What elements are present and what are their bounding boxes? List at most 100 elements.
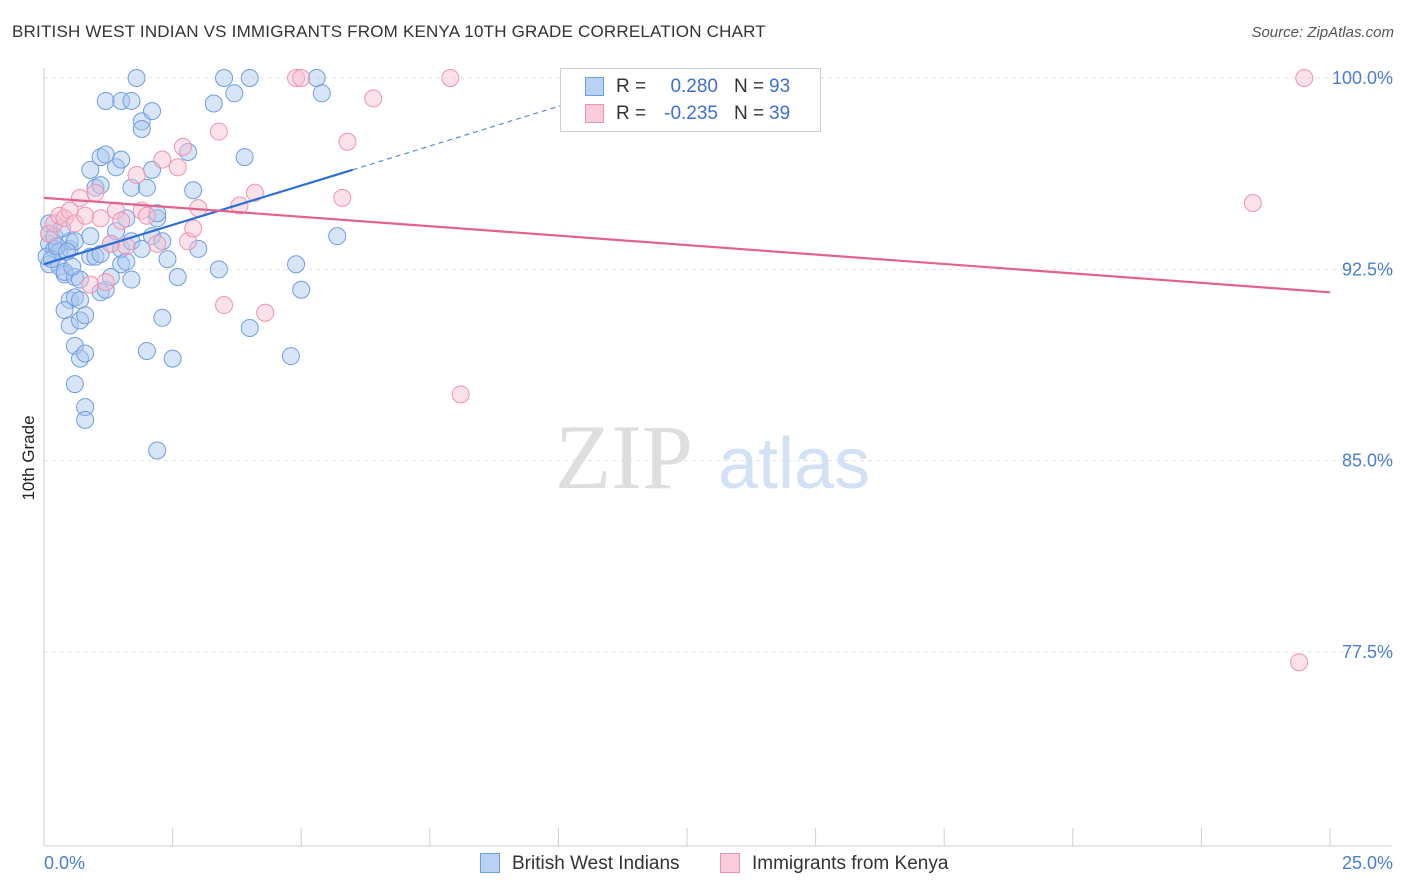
legend-swatch-pink bbox=[720, 853, 740, 873]
data-point-blue bbox=[209, 260, 228, 279]
data-point-blue bbox=[76, 306, 95, 325]
data-point-blue bbox=[60, 316, 79, 335]
data-point-blue bbox=[328, 227, 347, 246]
chart-title: BRITISH WEST INDIAN VS IMMIGRANTS FROM K… bbox=[12, 22, 766, 41]
data-point-pink bbox=[40, 224, 59, 243]
legend-r-value: -0.235 bbox=[664, 103, 718, 124]
data-point-blue bbox=[137, 341, 156, 360]
trendline-blue bbox=[43, 168, 353, 266]
data-point-blue bbox=[292, 280, 311, 299]
series-immigrants-from-kenya bbox=[40, 69, 1314, 672]
data-point-pink bbox=[245, 183, 264, 202]
data-point-blue bbox=[101, 267, 120, 286]
data-point-blue bbox=[112, 255, 131, 274]
data-point-pink bbox=[215, 296, 234, 315]
source-label: Source: ZipAtlas.com bbox=[1251, 24, 1394, 41]
legend-n-value: 39 bbox=[769, 103, 791, 124]
data-point-pink bbox=[168, 158, 187, 177]
data-point-blue bbox=[60, 290, 79, 309]
data-point-pink bbox=[65, 214, 84, 233]
watermark: ZIP atlas bbox=[555, 406, 870, 508]
data-point-pink bbox=[364, 89, 383, 108]
data-point-blue bbox=[163, 349, 182, 368]
data-point-blue bbox=[81, 160, 100, 179]
axes bbox=[43, 68, 1392, 847]
data-point-pink bbox=[112, 211, 131, 230]
data-point-pink bbox=[50, 206, 69, 225]
data-point-blue bbox=[168, 267, 187, 286]
data-point-blue bbox=[65, 375, 84, 394]
data-point-blue bbox=[184, 181, 203, 200]
legend-r-value: 0.280 bbox=[670, 76, 718, 97]
legend-label: British West Indians bbox=[512, 853, 680, 874]
legend-swatch-blue bbox=[480, 853, 500, 873]
trendline-blue-extension bbox=[352, 97, 585, 171]
data-point-pink bbox=[333, 188, 352, 207]
data-point-pink bbox=[91, 209, 110, 228]
data-point-blue bbox=[287, 255, 306, 274]
data-point-blue bbox=[112, 150, 131, 169]
trendlines bbox=[43, 97, 1331, 294]
legend-n-label: N = bbox=[734, 76, 765, 97]
tick-labels: 77.5% 85.0% 92.5% 100.0% 0.0% 25.0% bbox=[44, 68, 1393, 873]
data-point-blue bbox=[158, 250, 177, 269]
data-point-blue bbox=[65, 288, 84, 307]
legend-row-pink: R = -0.235 N = 39 bbox=[561, 101, 820, 127]
data-point-pink bbox=[292, 69, 311, 87]
y-tick-label: 85.0% bbox=[1342, 451, 1393, 471]
data-point-blue bbox=[86, 178, 105, 197]
data-point-blue bbox=[235, 148, 254, 167]
data-point-pink bbox=[338, 132, 357, 151]
watermark-zip: ZIP bbox=[555, 406, 693, 508]
data-point-blue bbox=[71, 311, 90, 330]
data-point-blue bbox=[143, 102, 162, 121]
data-point-blue bbox=[148, 441, 167, 460]
data-point-pink bbox=[1290, 653, 1309, 672]
data-point-blue bbox=[112, 91, 131, 110]
data-point-blue bbox=[122, 91, 141, 110]
data-point-pink bbox=[287, 69, 306, 87]
y-tick-label: 77.5% bbox=[1342, 642, 1393, 662]
legend-row-blue: R = 0.280 N = 93 bbox=[561, 74, 820, 100]
data-point-pink bbox=[153, 150, 172, 169]
data-point-blue bbox=[76, 344, 95, 363]
data-point-blue bbox=[71, 290, 90, 309]
data-point-blue bbox=[240, 319, 259, 338]
data-point-blue bbox=[76, 410, 95, 429]
y-axis-label: 10th Grade bbox=[19, 415, 38, 500]
data-point-blue bbox=[65, 267, 84, 286]
legend-n-value: 93 bbox=[769, 76, 791, 97]
data-point-blue bbox=[71, 349, 90, 368]
data-point-blue bbox=[215, 69, 234, 87]
data-point-pink bbox=[184, 219, 203, 238]
legend-r-label: R = bbox=[616, 76, 647, 97]
data-point-pink bbox=[256, 303, 275, 322]
data-point-blue bbox=[117, 209, 136, 228]
data-point-pink bbox=[86, 183, 105, 202]
data-point-pink bbox=[137, 206, 156, 225]
data-point-pink bbox=[148, 234, 167, 253]
data-point-blue bbox=[91, 148, 110, 167]
data-point-blue bbox=[307, 69, 326, 87]
data-point-pink bbox=[451, 385, 470, 404]
data-point-pink bbox=[1243, 194, 1262, 213]
y-tick-label: 92.5% bbox=[1342, 259, 1393, 279]
data-point-pink bbox=[441, 69, 460, 87]
legend-n-label: N = bbox=[734, 103, 765, 124]
data-point-pink bbox=[96, 273, 115, 292]
data-point-blue bbox=[122, 270, 141, 289]
gridlines bbox=[44, 77, 1392, 653]
data-point-pink bbox=[1295, 69, 1314, 87]
data-point-blue bbox=[127, 69, 146, 87]
watermark-atlas: atlas bbox=[718, 424, 870, 504]
legend-swatch-blue bbox=[585, 77, 604, 96]
data-point-blue bbox=[189, 239, 208, 258]
data-point-blue bbox=[76, 398, 95, 417]
data-point-pink bbox=[209, 122, 228, 141]
data-point-blue bbox=[96, 91, 115, 110]
data-point-blue bbox=[204, 94, 223, 113]
data-point-blue bbox=[153, 232, 172, 251]
data-point-blue bbox=[153, 308, 172, 327]
data-point-blue bbox=[225, 84, 244, 103]
